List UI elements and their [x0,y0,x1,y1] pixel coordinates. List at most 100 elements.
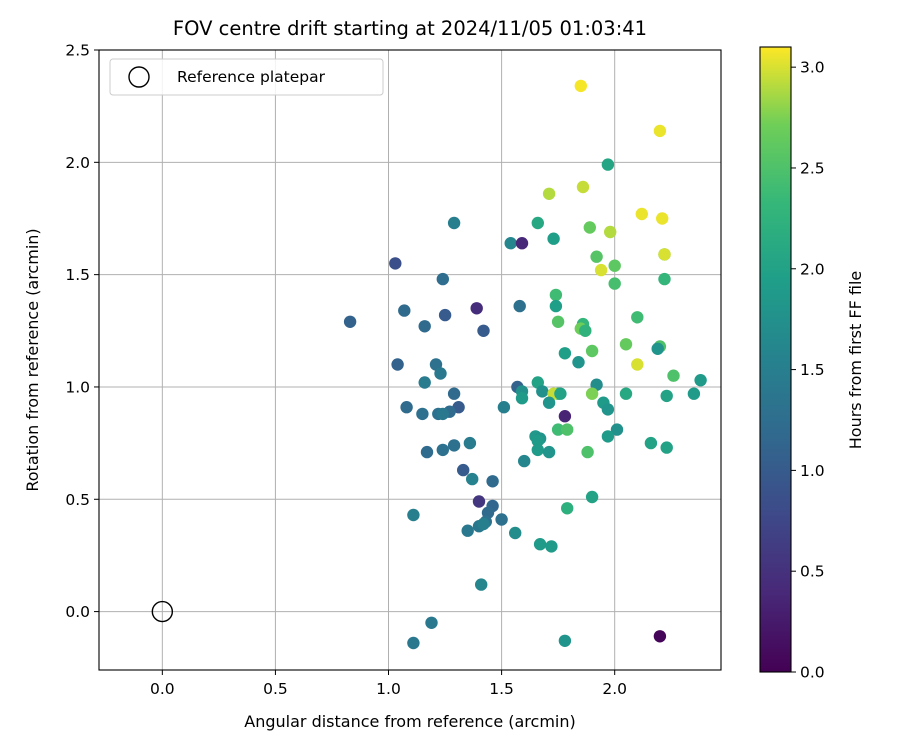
data-point [572,356,585,369]
data-point [658,248,671,261]
x-tick-label: 2.0 [602,680,627,698]
data-point [398,304,411,317]
data-points [151,79,707,650]
data-point [531,216,544,230]
chart-title: FOV centre drift starting at 2024/11/05 … [173,17,647,40]
data-point [477,517,490,531]
x-tick-label: 0.5 [263,680,288,698]
colorbar-tick-label: 2.0 [800,260,825,278]
y-tick-label: 2.0 [65,154,90,172]
colorbar-tick-label: 0.5 [800,563,825,581]
data-point [497,401,511,414]
data-point [420,445,434,459]
data-point [594,263,608,277]
data-point [542,445,556,459]
data-point [631,311,644,324]
data-point [653,630,667,643]
data-point [585,344,599,358]
data-point [533,538,547,551]
reference-platepar-marker [151,600,174,623]
data-point [581,445,594,459]
data-point [549,299,563,313]
data-point [585,490,599,504]
data-point [653,124,667,138]
data-point [590,250,603,263]
data-point [436,443,449,457]
data-point [558,410,572,423]
data-point [694,374,707,387]
data-point [547,232,560,245]
colorbar-tick-label: 2.5 [800,159,825,177]
y-tick-label: 1.5 [65,266,90,284]
data-point [531,434,544,448]
data-point [418,320,431,333]
data-point [608,277,621,290]
legend: Reference platepar [109,58,384,96]
data-point [470,302,483,315]
data-point [660,441,673,454]
data-point [561,502,574,515]
legend-entry-reference: Reference platepar [177,68,326,86]
data-point [457,463,470,477]
data-point [407,636,420,650]
legend-reference-marker [128,66,150,88]
data-point [463,436,477,450]
data-point [486,475,499,488]
y-tick-label: 1.0 [65,378,90,396]
y-tick-label: 0.0 [65,603,90,621]
data-point [687,387,701,400]
data-point [475,578,488,591]
data-point [574,79,587,93]
colorbar-tick-label: 1.5 [800,361,825,379]
data-point [549,288,563,302]
data-point [635,207,648,221]
data-point [434,367,447,380]
data-point [601,430,615,443]
data-point [343,315,357,328]
data-point [576,180,590,194]
y-tick-label: 2.5 [65,42,90,60]
colorbar-tick-label: 0.0 [800,664,825,682]
data-point [619,387,633,400]
data-point [542,396,556,409]
data-point [447,216,461,230]
data-point [504,237,517,250]
data-point [542,187,556,200]
y-axis-label: Rotation from reference (arcmin) [23,228,42,491]
data-point [461,524,474,537]
data-point [389,257,402,270]
x-axis-ticks: 0.0 0.5 1.0 1.5 2.0 [150,670,627,698]
colorbar-label: Hours from first FF file [846,271,865,450]
data-point [536,385,549,398]
data-point [436,272,449,286]
data-point [545,540,558,553]
x-tick-label: 0.0 [150,680,175,698]
data-point [644,436,658,450]
data-point [558,634,572,647]
data-point [425,616,438,629]
data-point [518,454,531,468]
data-point [631,358,644,371]
data-point [513,299,526,313]
grid-lines [99,49,721,670]
data-point [658,272,671,286]
y-tick-label: 0.5 [65,491,90,509]
data-point [551,315,565,328]
colorbar-tick-label: 1.0 [800,462,825,480]
x-axis-label: Angular distance from reference (arcmin) [244,712,575,731]
data-point [438,308,452,322]
data-point [558,347,572,360]
data-point [656,212,669,225]
data-point [436,407,449,421]
data-point [495,513,508,526]
data-point [551,423,565,436]
data-point [619,338,633,351]
x-tick-label: 1.5 [489,680,514,698]
data-point [418,376,431,389]
legend-box [109,58,384,96]
data-point [601,403,615,416]
data-point [604,225,617,239]
data-point [610,423,624,436]
data-point [660,389,673,403]
